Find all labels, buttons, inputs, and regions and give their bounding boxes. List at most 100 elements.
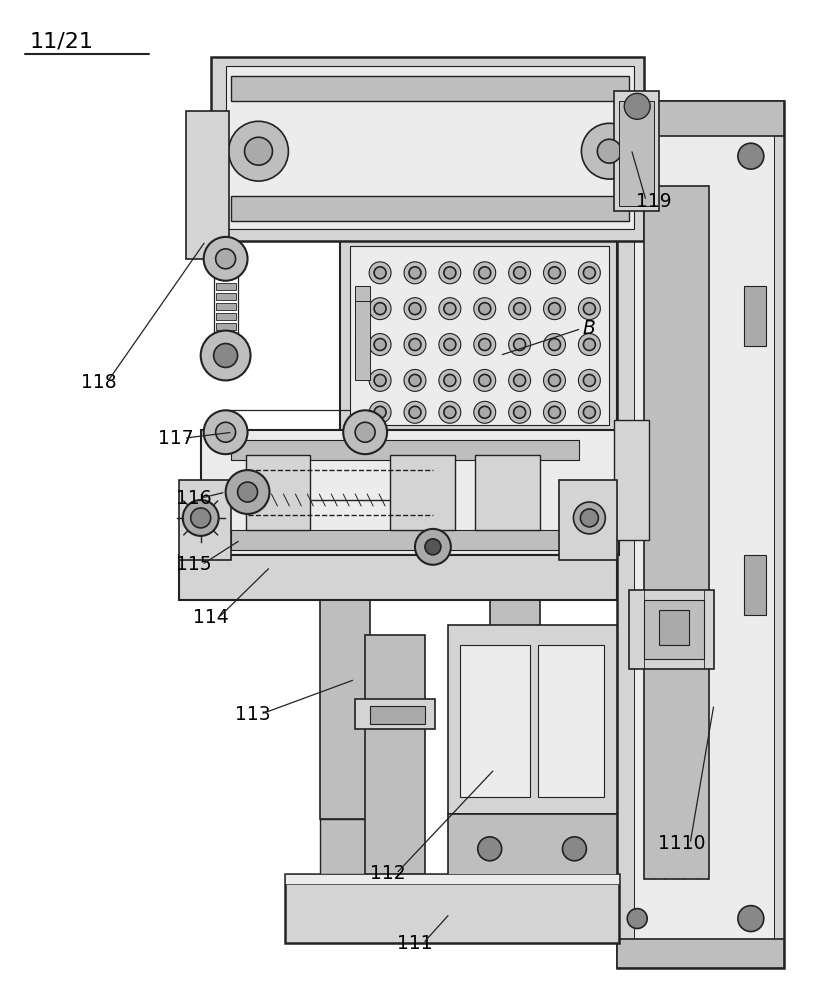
Circle shape — [583, 339, 596, 351]
Circle shape — [201, 331, 251, 380]
Circle shape — [543, 401, 565, 423]
Circle shape — [583, 303, 596, 315]
Polygon shape — [355, 699, 435, 729]
Circle shape — [543, 262, 565, 284]
Circle shape — [183, 500, 219, 536]
Circle shape — [474, 401, 496, 423]
Polygon shape — [230, 440, 579, 460]
Circle shape — [444, 303, 456, 315]
Polygon shape — [560, 480, 618, 560]
Polygon shape — [370, 706, 425, 724]
Circle shape — [548, 374, 560, 386]
Circle shape — [439, 369, 461, 391]
Polygon shape — [355, 336, 370, 360]
Polygon shape — [179, 555, 618, 600]
Circle shape — [509, 262, 530, 284]
Circle shape — [190, 508, 211, 528]
Polygon shape — [285, 874, 619, 884]
Circle shape — [514, 406, 525, 418]
Circle shape — [374, 339, 386, 351]
Polygon shape — [211, 57, 644, 241]
Circle shape — [574, 502, 605, 534]
Circle shape — [578, 298, 600, 320]
Polygon shape — [618, 939, 784, 968]
Polygon shape — [644, 600, 704, 659]
Circle shape — [203, 237, 248, 281]
Circle shape — [404, 401, 426, 423]
Polygon shape — [538, 645, 605, 797]
Polygon shape — [355, 286, 370, 311]
Circle shape — [543, 298, 565, 320]
Polygon shape — [659, 610, 689, 645]
Polygon shape — [634, 116, 774, 953]
Polygon shape — [614, 420, 650, 540]
Text: 11/21: 11/21 — [29, 32, 93, 52]
Circle shape — [514, 303, 525, 315]
Circle shape — [583, 406, 596, 418]
Polygon shape — [225, 66, 634, 229]
Polygon shape — [350, 246, 609, 425]
Polygon shape — [230, 196, 629, 221]
Circle shape — [216, 249, 235, 269]
Circle shape — [597, 139, 621, 163]
Polygon shape — [285, 874, 619, 943]
Circle shape — [444, 339, 456, 351]
Circle shape — [479, 406, 491, 418]
Circle shape — [355, 422, 375, 442]
Circle shape — [374, 374, 386, 386]
Text: 114: 114 — [193, 608, 229, 627]
Circle shape — [578, 334, 600, 355]
Polygon shape — [201, 430, 619, 555]
Polygon shape — [618, 101, 784, 136]
Text: B: B — [583, 319, 596, 338]
Circle shape — [216, 422, 235, 442]
Circle shape — [409, 406, 421, 418]
Circle shape — [583, 374, 596, 386]
Circle shape — [229, 121, 288, 181]
Polygon shape — [216, 333, 235, 340]
Polygon shape — [629, 590, 714, 669]
Circle shape — [479, 267, 491, 279]
Circle shape — [514, 267, 525, 279]
Circle shape — [374, 406, 386, 418]
Text: 111: 111 — [397, 934, 433, 953]
Circle shape — [409, 303, 421, 315]
Polygon shape — [460, 645, 529, 797]
Polygon shape — [216, 313, 235, 320]
Circle shape — [479, 339, 491, 351]
Circle shape — [444, 374, 456, 386]
Circle shape — [474, 262, 496, 284]
Circle shape — [509, 369, 530, 391]
Text: 113: 113 — [234, 705, 270, 724]
Polygon shape — [614, 91, 659, 211]
Polygon shape — [619, 101, 654, 206]
Circle shape — [409, 374, 421, 386]
Circle shape — [548, 339, 560, 351]
Circle shape — [548, 406, 560, 418]
Circle shape — [580, 509, 598, 527]
Circle shape — [509, 401, 530, 423]
Circle shape — [409, 339, 421, 351]
Polygon shape — [475, 455, 539, 530]
Circle shape — [624, 93, 650, 119]
Circle shape — [474, 334, 496, 355]
Circle shape — [543, 369, 565, 391]
Polygon shape — [230, 76, 629, 101]
Polygon shape — [743, 286, 766, 346]
Text: 112: 112 — [370, 864, 406, 883]
Circle shape — [543, 334, 565, 355]
Circle shape — [244, 137, 272, 165]
Circle shape — [548, 303, 560, 315]
Circle shape — [374, 267, 386, 279]
Circle shape — [225, 470, 270, 514]
Polygon shape — [320, 545, 370, 819]
Text: 1110: 1110 — [659, 834, 706, 853]
Polygon shape — [216, 343, 235, 350]
Polygon shape — [644, 186, 709, 879]
Circle shape — [439, 298, 461, 320]
Polygon shape — [743, 555, 766, 615]
Circle shape — [343, 410, 387, 454]
Circle shape — [404, 262, 426, 284]
Circle shape — [369, 262, 391, 284]
Circle shape — [404, 334, 426, 355]
